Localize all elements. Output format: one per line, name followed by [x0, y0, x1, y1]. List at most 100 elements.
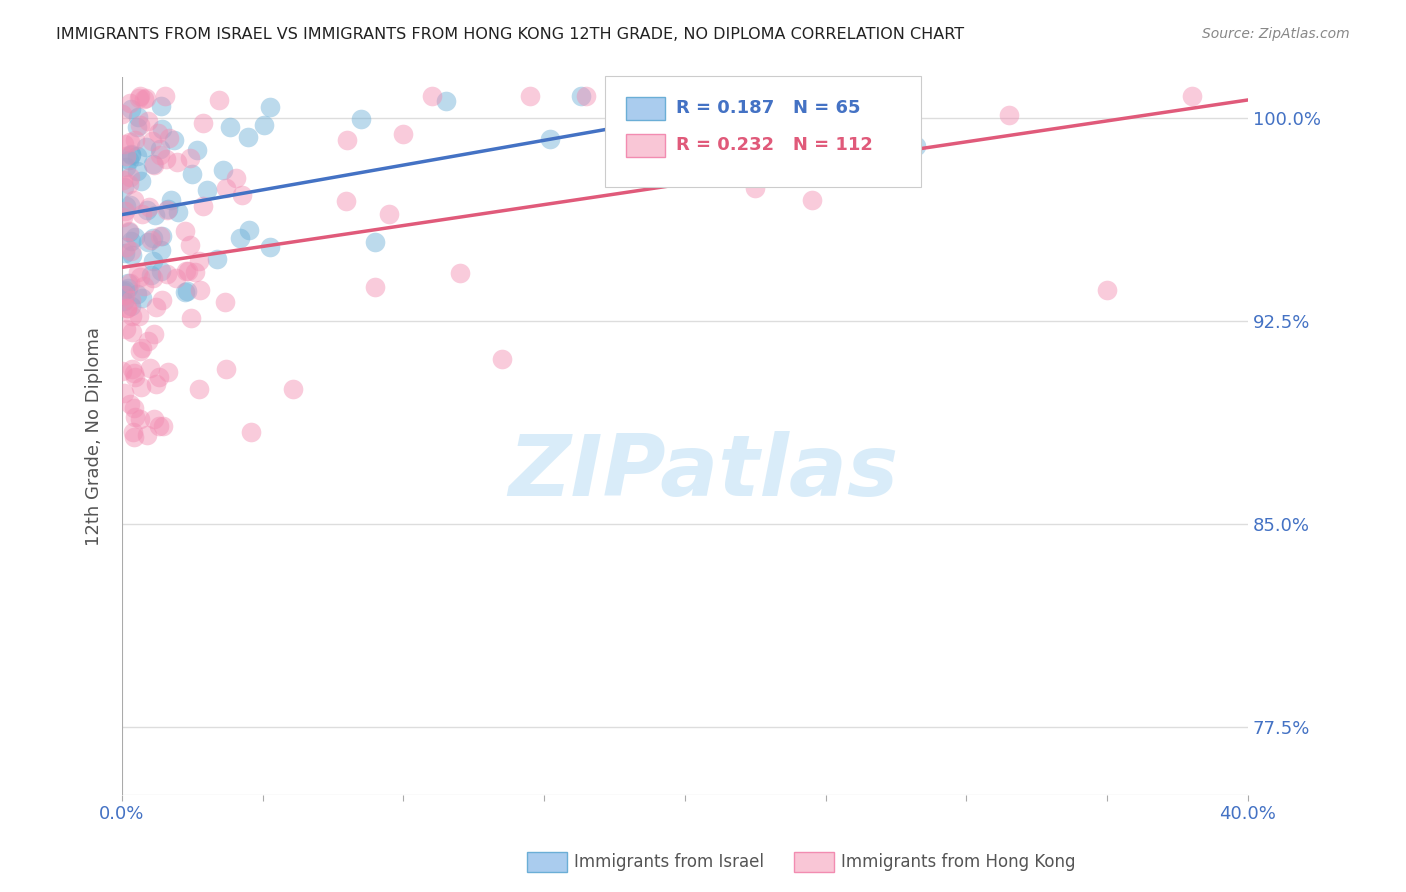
- Point: [141, 134, 163, 148]
- Point: [259, 99, 281, 113]
- Point: [153, 89, 176, 103]
- Point: [180, 167, 202, 181]
- Point: [688, 89, 710, 103]
- Point: [668, 89, 690, 103]
- Point: [121, 293, 143, 307]
- Point: [129, 411, 152, 425]
- Point: [212, 162, 235, 177]
- Point: [177, 264, 200, 278]
- Point: [117, 277, 139, 291]
- Point: [997, 108, 1019, 122]
- Point: [240, 425, 263, 440]
- Point: [149, 142, 172, 156]
- Point: [143, 158, 166, 172]
- Point: [1180, 89, 1202, 103]
- Point: [131, 174, 153, 188]
- Point: [364, 235, 387, 249]
- Point: [191, 199, 214, 213]
- Point: [118, 178, 141, 192]
- Point: [1095, 283, 1118, 297]
- Point: [127, 149, 149, 163]
- Point: [350, 112, 373, 127]
- Point: [188, 283, 211, 297]
- Point: [118, 95, 141, 110]
- Point: [145, 376, 167, 391]
- Point: [166, 205, 188, 219]
- Point: [114, 204, 136, 219]
- Point: [136, 427, 159, 442]
- Point: [124, 230, 146, 244]
- Point: [236, 130, 259, 145]
- Point: [111, 210, 134, 224]
- Point: [136, 113, 159, 128]
- Point: [142, 412, 165, 426]
- Point: [176, 284, 198, 298]
- Point: [138, 334, 160, 348]
- Point: [120, 147, 142, 161]
- Point: [214, 294, 236, 309]
- Point: [156, 365, 179, 379]
- Point: [115, 149, 138, 163]
- Point: [156, 202, 179, 216]
- Point: [904, 139, 927, 153]
- Point: [180, 311, 202, 326]
- Point: [434, 94, 457, 108]
- Point: [259, 240, 281, 254]
- Point: [115, 301, 138, 315]
- Y-axis label: 12th Grade, No Diploma: 12th Grade, No Diploma: [86, 326, 103, 546]
- Point: [173, 224, 195, 238]
- Text: R = 0.187   N = 65: R = 0.187 N = 65: [676, 99, 860, 117]
- Point: [150, 228, 173, 243]
- Point: [538, 132, 561, 146]
- Point: [128, 89, 150, 103]
- Point: [115, 199, 138, 213]
- Point: [174, 263, 197, 277]
- Point: [145, 208, 167, 222]
- Point: [121, 325, 143, 339]
- Point: [231, 188, 253, 202]
- Point: [135, 203, 157, 218]
- Point: [121, 309, 143, 323]
- Point: [149, 244, 172, 258]
- Point: [575, 89, 598, 103]
- Point: [134, 92, 156, 106]
- Point: [139, 360, 162, 375]
- Point: [121, 362, 143, 376]
- Point: [392, 127, 415, 141]
- Point: [114, 288, 136, 302]
- Point: [148, 147, 170, 161]
- Point: [225, 170, 247, 185]
- Point: [142, 326, 165, 341]
- Point: [122, 193, 145, 207]
- Point: [135, 140, 157, 154]
- Point: [135, 90, 157, 104]
- Point: [800, 193, 823, 207]
- Point: [131, 291, 153, 305]
- Point: [115, 161, 138, 175]
- Point: [118, 197, 141, 211]
- Point: [186, 143, 208, 157]
- Point: [165, 271, 187, 285]
- Point: [114, 283, 136, 297]
- Point: [124, 133, 146, 147]
- Point: [120, 299, 142, 313]
- Point: [125, 287, 148, 301]
- Text: R = 0.232   N = 112: R = 0.232 N = 112: [676, 136, 873, 153]
- Point: [569, 89, 592, 103]
- Text: Source: ZipAtlas.com: Source: ZipAtlas.com: [1202, 27, 1350, 41]
- Point: [117, 281, 139, 295]
- Point: [112, 293, 135, 308]
- Point: [519, 89, 541, 103]
- Point: [128, 344, 150, 359]
- Point: [150, 293, 173, 308]
- Point: [136, 235, 159, 249]
- Point: [114, 322, 136, 336]
- Point: [128, 91, 150, 105]
- Point: [218, 120, 240, 134]
- Point: [131, 207, 153, 221]
- Point: [187, 383, 209, 397]
- Point: [149, 229, 172, 244]
- Point: [112, 385, 135, 400]
- Point: [159, 193, 181, 207]
- Point: [141, 270, 163, 285]
